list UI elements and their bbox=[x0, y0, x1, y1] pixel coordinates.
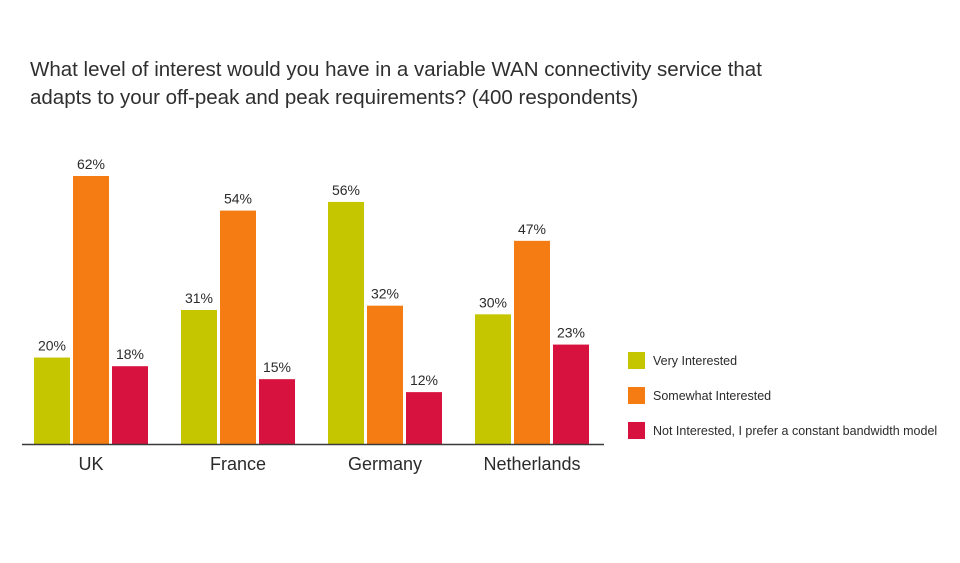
chart-title-line-1: What level of interest would you have in… bbox=[30, 58, 762, 81]
legend-item-not-interested: Not Interested, I prefer a constant band… bbox=[628, 422, 958, 439]
chart-legend: Very Interested Somewhat Interested Not … bbox=[628, 352, 958, 457]
data-label-uk-not-interested: 18% bbox=[116, 346, 144, 362]
legend-swatch-somewhat-interested bbox=[628, 387, 645, 404]
data-label-germany-somewhat-interested: 32% bbox=[371, 286, 399, 302]
bar-france-somewhat-interested bbox=[220, 210, 256, 444]
legend-label-not-interested: Not Interested, I prefer a constant band… bbox=[653, 423, 938, 438]
bar-germany-somewhat-interested bbox=[367, 305, 403, 444]
data-label-netherlands-very-interested: 30% bbox=[479, 294, 507, 310]
legend-swatch-not-interested bbox=[628, 422, 645, 439]
bar-france-very-interested bbox=[181, 310, 217, 444]
data-label-uk-very-interested: 20% bbox=[38, 338, 66, 354]
legend-item-very-interested: Very Interested bbox=[628, 352, 958, 369]
bar-france-not-interested bbox=[259, 379, 295, 444]
legend-swatch-very-interested bbox=[628, 352, 645, 369]
category-label-france: France bbox=[210, 454, 266, 474]
legend-item-somewhat-interested: Somewhat Interested bbox=[628, 387, 958, 404]
bar-uk-somewhat-interested bbox=[73, 176, 109, 444]
data-label-uk-somewhat-interested: 62% bbox=[77, 156, 105, 172]
category-label-uk: UK bbox=[78, 454, 103, 474]
bar-netherlands-somewhat-interested bbox=[514, 240, 550, 444]
bar-germany-not-interested bbox=[406, 392, 442, 444]
category-label-germany: Germany bbox=[348, 454, 422, 474]
bar-uk-very-interested bbox=[34, 357, 70, 444]
data-label-germany-very-interested: 56% bbox=[332, 182, 360, 198]
chart-title: What level of interest would you have in… bbox=[30, 56, 890, 112]
legend-label-very-interested: Very Interested bbox=[653, 353, 738, 368]
chart-title-line-2: adapts to your off-peak and peak require… bbox=[30, 86, 639, 109]
data-label-netherlands-not-interested: 23% bbox=[557, 325, 585, 341]
bar-uk-not-interested bbox=[112, 366, 148, 444]
data-label-france-somewhat-interested: 54% bbox=[224, 191, 252, 207]
data-label-netherlands-somewhat-interested: 47% bbox=[518, 221, 546, 237]
category-label-netherlands: Netherlands bbox=[483, 454, 580, 474]
bar-germany-very-interested bbox=[328, 201, 364, 444]
data-label-germany-not-interested: 12% bbox=[410, 372, 438, 388]
legend-label-somewhat-interested: Somewhat Interested bbox=[653, 388, 772, 403]
data-label-france-very-interested: 31% bbox=[185, 290, 213, 306]
bar-netherlands-very-interested bbox=[475, 314, 511, 444]
bar-netherlands-not-interested bbox=[553, 344, 589, 444]
data-label-france-not-interested: 15% bbox=[263, 359, 291, 375]
